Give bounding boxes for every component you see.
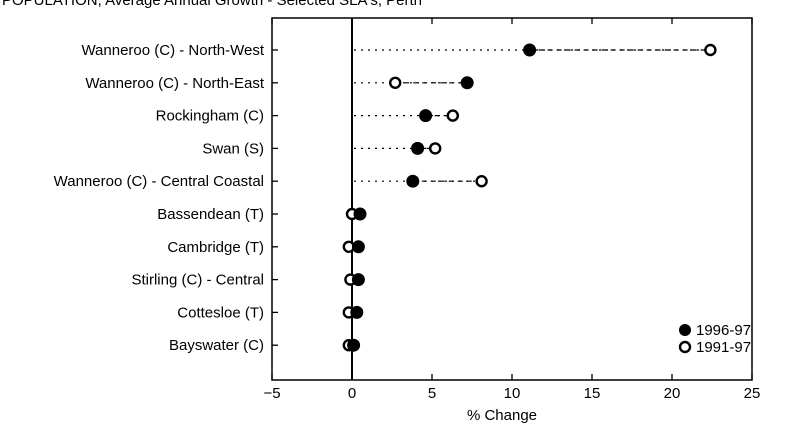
point-1996-97 [411, 141, 425, 155]
legend-label-1996-97: 1996-97 [696, 322, 751, 339]
point-1991-97 [389, 76, 402, 90]
point-1996-97 [523, 43, 537, 57]
point-1991-97 [704, 43, 717, 57]
point-1991-97 [429, 142, 442, 155]
category-label: Wanneroo (C) - Central Coastal [54, 173, 264, 190]
category-label: Bassendean (T) [157, 206, 264, 223]
point-1996-97 [460, 76, 474, 90]
x-tick-label: −5 [263, 385, 280, 402]
x-tick-label: 25 [744, 385, 761, 402]
point-1996-97 [351, 273, 365, 287]
x-axis-title: % Change [467, 407, 537, 424]
legend-label-1991-97: 1991-97 [696, 339, 751, 356]
chart-title: POPULATION, Average Annual Growth - Sele… [2, 0, 423, 9]
x-tick-label: 20 [664, 385, 681, 402]
point-1991-97 [475, 174, 488, 188]
x-tick-label: 5 [428, 385, 436, 402]
point-1996-97 [351, 240, 365, 254]
x-tick-label: 10 [504, 385, 521, 402]
plot-frame [271, 17, 753, 381]
x-tick-label: 0 [348, 385, 356, 402]
category-label: Bayswater (C) [169, 337, 264, 354]
point-1996-97 [419, 109, 433, 123]
legend-marker-1991-97 [678, 340, 692, 354]
point-1996-97 [406, 174, 420, 188]
category-label: Wanneroo (C) - North-East [85, 75, 264, 92]
category-label: Wanneroo (C) - North-West [81, 42, 264, 59]
point-1996-97 [350, 305, 364, 319]
legend-marker-1996-97 [679, 324, 691, 336]
point-1996-97 [353, 207, 367, 221]
x-tick-label: 15 [584, 385, 601, 402]
category-label: Swan (S) [202, 140, 264, 157]
point-1996-97 [347, 338, 361, 352]
point-1991-97 [446, 109, 459, 122]
category-label: Cottesloe (T) [177, 304, 264, 321]
category-label: Cambridge (T) [167, 239, 264, 256]
category-label: Rockingham (C) [156, 108, 264, 125]
category-label: Stirling (C) - Central [131, 272, 264, 289]
